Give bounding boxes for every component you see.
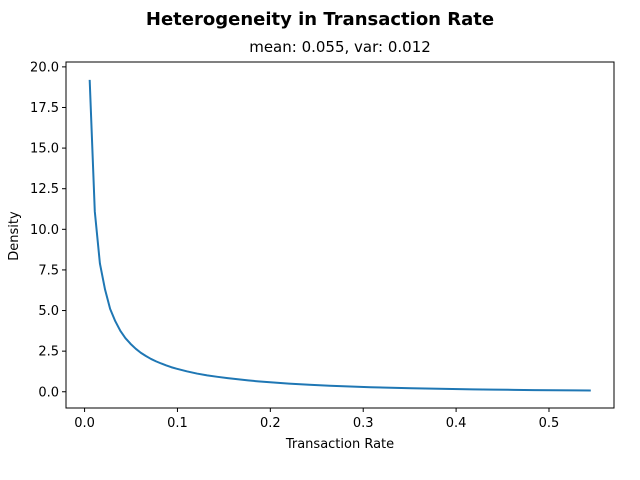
y-tick-label: 10.0 <box>30 223 59 238</box>
x-tick-label: 0.1 <box>167 416 188 431</box>
series-line-0 <box>88 79 591 392</box>
y-tick-label: 2.5 <box>38 345 59 360</box>
x-tick-label: 0.0 <box>74 416 95 431</box>
x-tick-label: 0.4 <box>446 416 467 431</box>
x-tick-label: 0.5 <box>539 416 560 431</box>
y-tick-label: 17.5 <box>30 101 59 116</box>
plot-frame <box>65 61 615 409</box>
x-tick-label: 0.3 <box>353 416 374 431</box>
y-axis-label: Density <box>7 211 22 261</box>
y-tick-label: 20.0 <box>30 60 59 75</box>
y-tick-label: 0.0 <box>38 385 59 400</box>
chart-title: mean: 0.055, var: 0.012 <box>249 38 431 56</box>
plot-area: 0.0 0.1 0.2 0.3 0.4 0.5 0.0 2.5 5.0 7.5 10.0 12.5 15… <box>30 60 615 431</box>
x-tick-label: 0.2 <box>260 416 281 431</box>
y-tick-label: 7.5 <box>38 263 59 278</box>
x-axis-label: Transaction Rate <box>285 437 394 452</box>
y-tick-label: 12.5 <box>30 182 59 197</box>
chart-suptitle: Heterogeneity in Transaction Rate <box>146 9 494 30</box>
y-tick-label: 5.0 <box>38 304 59 319</box>
y-tick-label: 15.0 <box>30 142 59 157</box>
